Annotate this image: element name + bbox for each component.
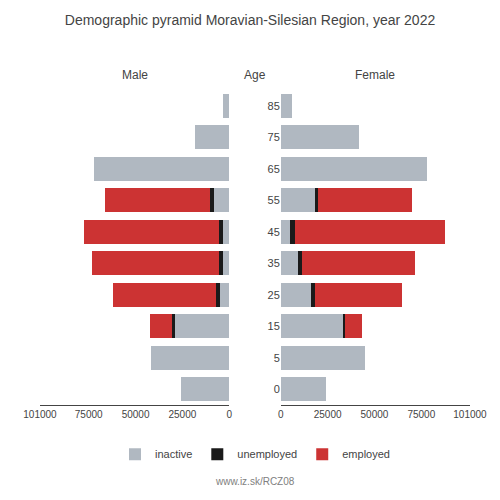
svg-text:25000: 25000 xyxy=(168,409,196,420)
svg-text:101000: 101000 xyxy=(453,409,487,420)
svg-text:85: 85 xyxy=(268,100,280,112)
svg-text:25000: 25000 xyxy=(314,409,342,420)
svg-text:Male: Male xyxy=(122,68,148,82)
svg-text:35: 35 xyxy=(268,257,280,269)
svg-text:55: 55 xyxy=(268,194,280,206)
svg-text:0: 0 xyxy=(274,383,280,395)
svg-text:75000: 75000 xyxy=(75,409,103,420)
svg-text:employed: employed xyxy=(342,448,390,460)
svg-text:45: 45 xyxy=(268,226,280,238)
svg-text:unemployed: unemployed xyxy=(237,448,297,460)
svg-text:0: 0 xyxy=(278,409,284,420)
svg-text:101000: 101000 xyxy=(23,409,57,420)
svg-text:www.iz.sk/RCZ08: www.iz.sk/RCZ08 xyxy=(215,476,295,487)
svg-text:15: 15 xyxy=(268,320,280,332)
svg-text:25: 25 xyxy=(268,289,280,301)
svg-text:75: 75 xyxy=(268,131,280,143)
svg-text:Female: Female xyxy=(355,68,395,82)
svg-text:inactive: inactive xyxy=(155,448,192,460)
svg-text:Demographic pyramid Moravian-S: Demographic pyramid Moravian-Silesian Re… xyxy=(65,12,436,28)
svg-text:0: 0 xyxy=(226,409,232,420)
svg-text:Age: Age xyxy=(244,68,266,82)
svg-text:50000: 50000 xyxy=(122,409,150,420)
svg-text:75000: 75000 xyxy=(407,409,435,420)
svg-text:65: 65 xyxy=(268,163,280,175)
svg-text:5: 5 xyxy=(274,352,280,364)
svg-text:50000: 50000 xyxy=(361,409,389,420)
